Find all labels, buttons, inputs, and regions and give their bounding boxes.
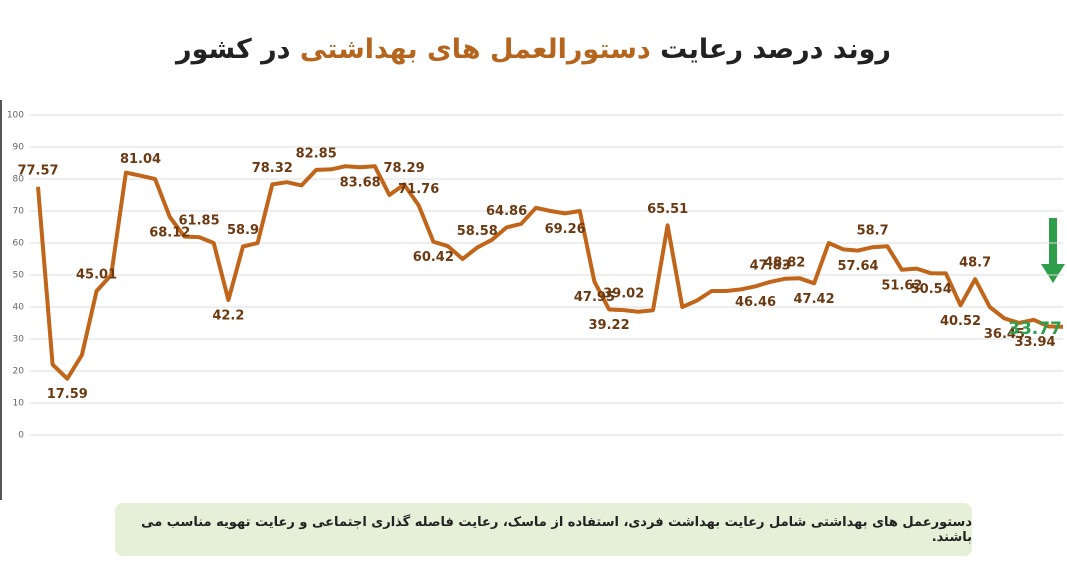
y-tick-label: 60 xyxy=(13,239,25,249)
y-tick-label: 10 xyxy=(13,399,25,409)
data-label: 42.2 xyxy=(212,308,244,323)
data-label: 68.12 xyxy=(149,226,190,241)
data-label: 81.04 xyxy=(120,152,161,167)
data-label: 58.9 xyxy=(227,223,259,238)
y-tick-label: 20 xyxy=(13,367,25,377)
y-tick-label: 80 xyxy=(13,175,25,185)
data-label: 17.59 xyxy=(47,387,88,402)
data-label: 82.85 xyxy=(296,146,337,161)
chart: 0 10 20 30 40 50 60 70 80 90 100 77.57 17.59 45.01 81.… xyxy=(0,100,1065,500)
data-label: 57.64 xyxy=(837,259,878,274)
data-label: 58.58 xyxy=(457,224,498,239)
data-label: 69.26 xyxy=(545,222,586,237)
data-label: 33.77 xyxy=(1008,319,1062,339)
data-label: 48.7 xyxy=(959,256,991,271)
y-tick-label: 100 xyxy=(7,111,24,121)
data-label: 78.29 xyxy=(384,161,425,176)
data-label: 51.62 xyxy=(881,278,922,293)
data-label: 60.42 xyxy=(413,250,454,265)
data-label: 47.83 xyxy=(750,258,791,273)
data-label: 48.82 xyxy=(764,255,805,270)
data-label: 61.85 xyxy=(179,214,220,229)
data-label: 40.52 xyxy=(940,314,981,329)
y-tick-label: 50 xyxy=(13,271,25,281)
chart-title: روند درصد رعایت دستورالعمل های بهداشتی د… xyxy=(0,34,1067,65)
y-tick-label: 30 xyxy=(13,335,25,345)
data-line xyxy=(36,164,1064,381)
data-label: 45.01 xyxy=(76,267,117,282)
title-part: دستورالعمل های بهداشتی xyxy=(299,34,651,65)
data-label: 39.02 xyxy=(603,287,644,302)
y-tick-label: 70 xyxy=(13,207,25,217)
data-label: 46.46 xyxy=(735,295,776,310)
data-label: 39.22 xyxy=(589,318,630,333)
y-tick-label: 0 xyxy=(18,431,24,441)
trend-arrow xyxy=(1041,218,1065,283)
data-label: 36.45 xyxy=(984,327,1025,342)
data-label: 64.86 xyxy=(486,204,527,219)
data-label: 65.51 xyxy=(647,202,688,217)
title-part: در کشور xyxy=(176,34,300,65)
data-label: 71.76 xyxy=(398,182,439,197)
data-label: 77.57 xyxy=(17,163,58,178)
data-label: 47.42 xyxy=(794,292,835,307)
y-tick-label: 40 xyxy=(13,303,25,313)
data-label: 58.7 xyxy=(857,224,889,239)
footnote: دستورعمل های بهداشتی شامل رعایت بهداشت ف… xyxy=(115,503,972,556)
data-label: 78.32 xyxy=(252,161,293,176)
data-label: 47.95 xyxy=(574,290,615,305)
y-tick-label: 90 xyxy=(13,143,25,153)
data-label: 83.68 xyxy=(340,176,381,191)
title-part: روند درصد رعایت xyxy=(650,34,891,65)
data-label: 33.94 xyxy=(1014,335,1055,350)
data-label: 50.54 xyxy=(911,282,952,297)
